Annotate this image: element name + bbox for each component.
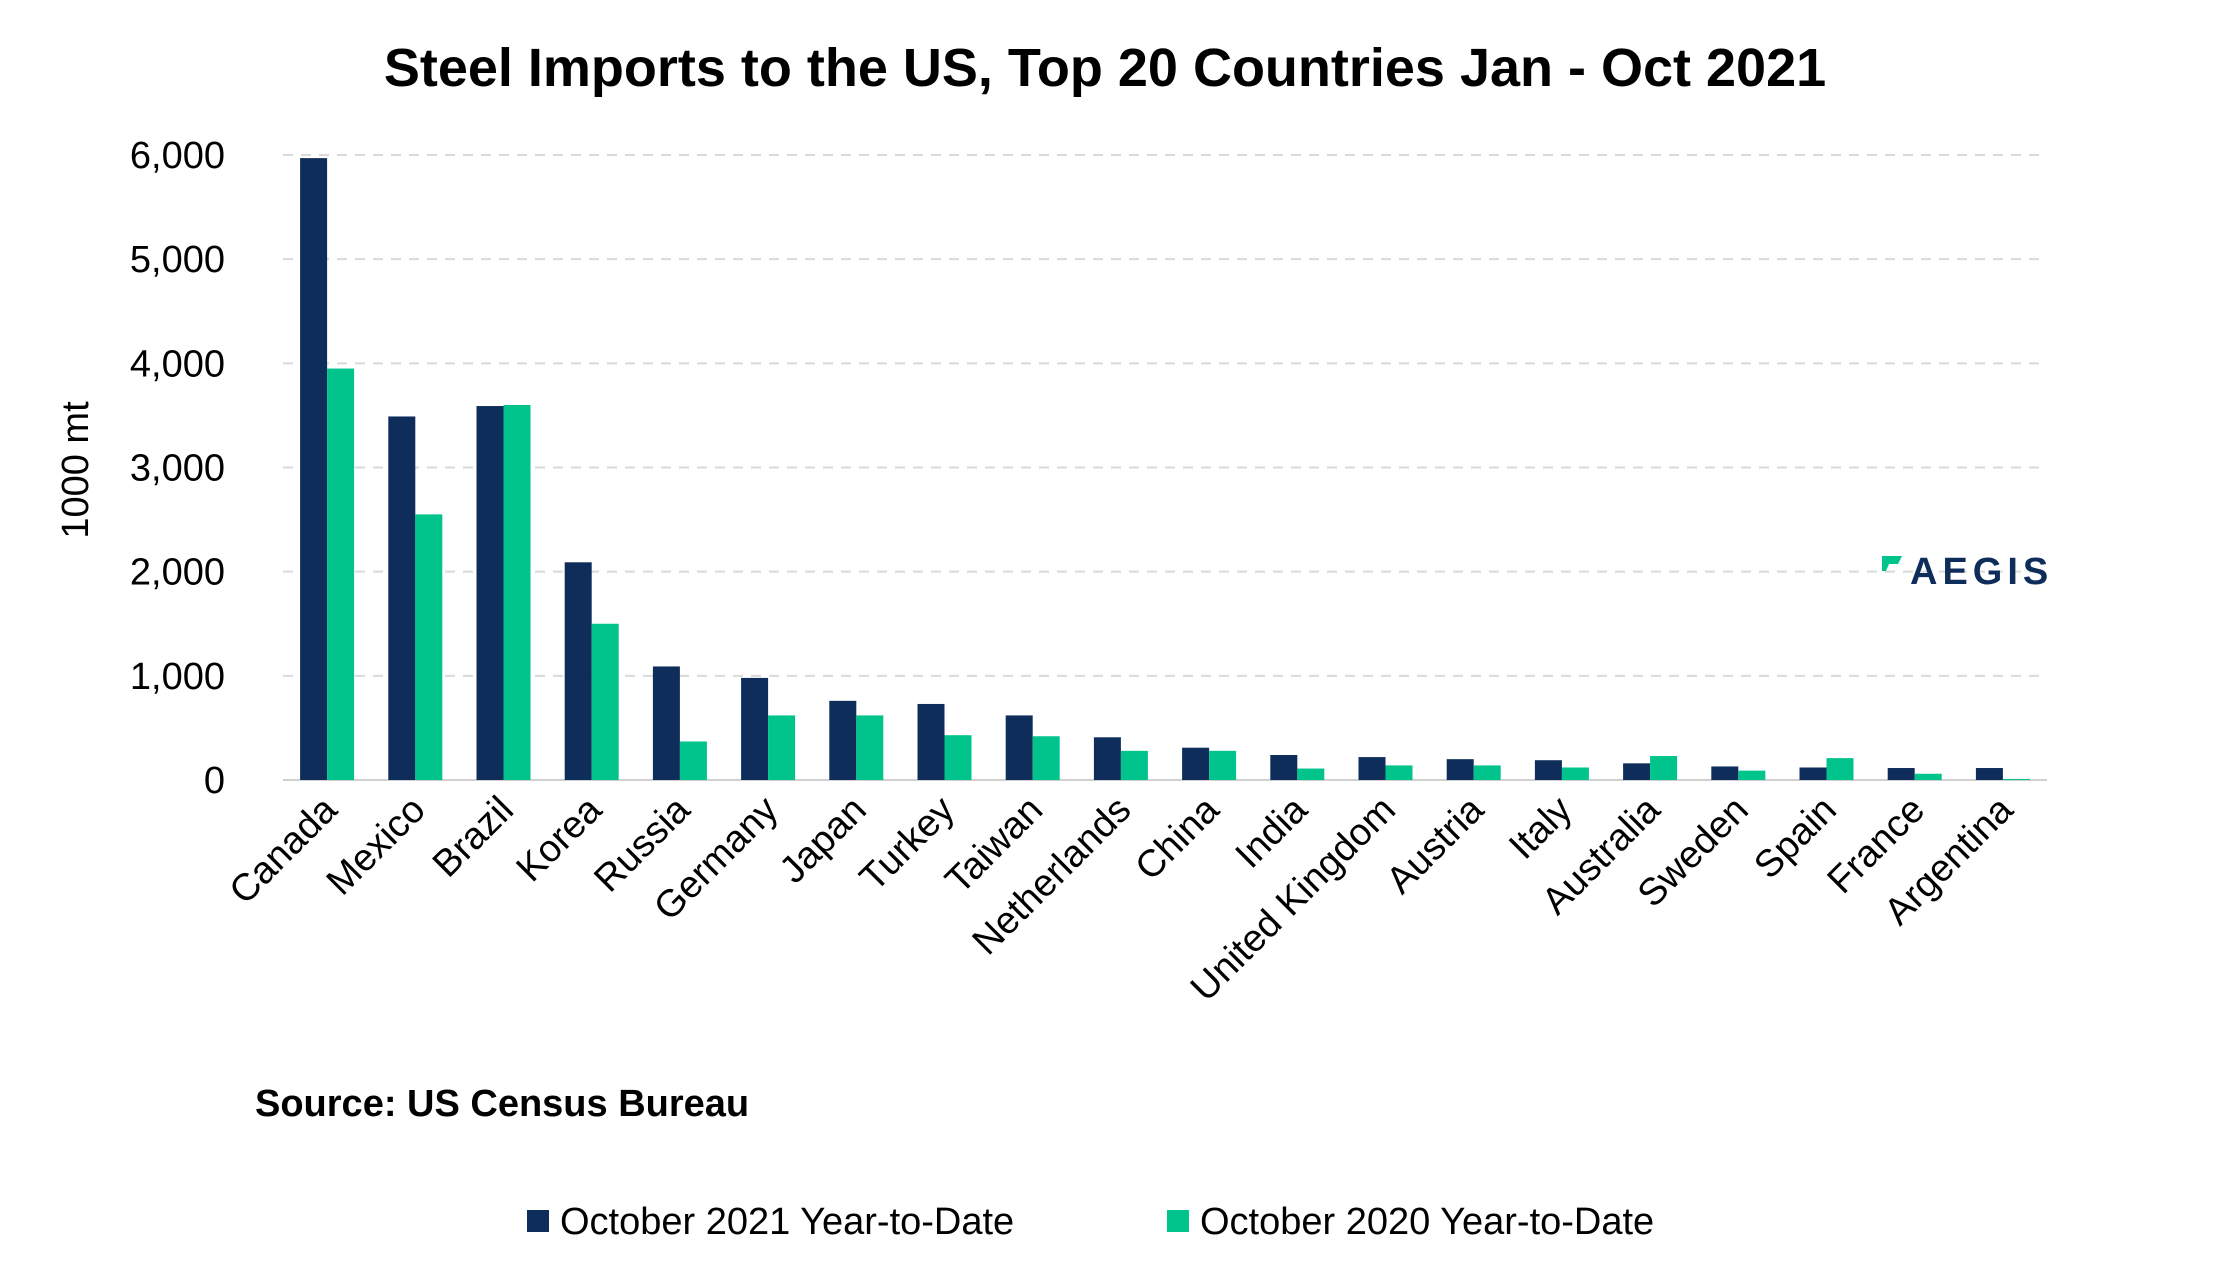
bar-2021-spain — [1799, 767, 1827, 780]
bar-2020-india — [1297, 768, 1325, 780]
bar-2020-australia — [1650, 756, 1678, 780]
bar-2020-canada — [327, 368, 355, 780]
x-tick-label: China — [1128, 788, 1229, 889]
chart-title: Steel Imports to the US, Top 20 Countrie… — [384, 38, 1826, 98]
bar-2021-germany — [741, 677, 769, 780]
bar-2021-austria — [1446, 759, 1474, 780]
bar-2021-france — [1887, 768, 1915, 780]
y-tick-label: 5,000 — [130, 239, 225, 281]
bar-2020-united-kingdom — [1385, 765, 1413, 780]
bar-2021-united-kingdom — [1358, 757, 1386, 780]
bar-2021-japan — [829, 700, 857, 780]
bar-2020-germany — [768, 715, 796, 780]
bar-2020-turkey — [944, 735, 972, 780]
x-tick-label: Turkey — [852, 789, 963, 900]
y-tick-label: 1,000 — [130, 656, 225, 698]
bar-2020-italy — [1561, 767, 1589, 780]
bar-2021-netherlands — [1093, 737, 1121, 780]
bar-2020-brazil — [503, 405, 531, 780]
bar-2020-austria — [1473, 765, 1501, 780]
legend-label-2020: October 2020 Year-to-Date — [1200, 1201, 1654, 1243]
x-axis-ticks: CanadaMexicoBrazilKoreaRussiaGermanyJapa… — [222, 788, 2022, 1010]
bar-2021-italy — [1534, 760, 1562, 780]
bar-2021-turkey — [917, 703, 945, 780]
bar-2020-korea — [591, 623, 619, 780]
bar-2021-sweden — [1711, 766, 1739, 780]
bar-2020-spain — [1826, 758, 1854, 780]
aegis-logo-mark-icon — [1882, 556, 1902, 571]
legend-swatch-2020 — [1167, 1210, 1189, 1232]
legend: October 2021 Year-to-Date October 2020 Y… — [527, 1201, 1654, 1243]
x-tick-label: Austria — [1379, 788, 1493, 902]
legend-label-2021: October 2021 Year-to-Date — [560, 1201, 1014, 1243]
bar-2021-mexico — [388, 416, 416, 780]
x-tick-label: Canada — [222, 788, 346, 912]
gridlines — [283, 154, 2047, 677]
bar-2021-australia — [1623, 763, 1651, 780]
y-axis-label: 1000 mt — [55, 401, 97, 539]
bar-2020-china — [1209, 750, 1237, 780]
bar-2021-brazil — [476, 406, 504, 780]
bar-2020-mexico — [415, 514, 443, 780]
bars — [300, 158, 2030, 780]
aegis-logo-text: AEGIS — [1910, 551, 2053, 593]
bar-2020-russia — [679, 741, 707, 780]
y-tick-label: 3,000 — [130, 448, 225, 490]
y-tick-label: 2,000 — [130, 552, 225, 594]
bar-2021-taiwan — [1005, 715, 1033, 780]
bar-2020-france — [1914, 773, 1942, 780]
y-tick-label: 4,000 — [130, 343, 225, 385]
bar-2021-india — [1270, 755, 1298, 780]
bar-2020-netherlands — [1120, 750, 1148, 780]
x-tick-label: Brazil — [425, 789, 522, 886]
bar-2020-sweden — [1738, 770, 1766, 780]
y-tick-label: 6,000 — [130, 135, 225, 177]
bar-2020-taiwan — [1032, 736, 1060, 780]
aegis-logo: AEGIS — [1882, 551, 2053, 593]
bar-2020-japan — [856, 715, 884, 780]
x-tick-label: Mexico — [319, 789, 434, 904]
legend-swatch-2021 — [527, 1210, 549, 1232]
bar-2020-argentina — [2002, 778, 2030, 780]
y-axis-ticks: 0 1,000 2,000 3,000 4,000 5,000 6,000 — [130, 135, 225, 802]
bar-2021-canada — [300, 158, 328, 780]
bar-2021-argentina — [1975, 768, 2003, 780]
source-note: Source: US Census Bureau — [255, 1083, 749, 1125]
bar-2021-russia — [652, 666, 680, 780]
bar-2021-korea — [564, 562, 592, 780]
x-tick-label: Italy — [1501, 789, 1580, 868]
y-tick-label: 0 — [204, 760, 225, 802]
bar-2021-china — [1182, 747, 1210, 780]
